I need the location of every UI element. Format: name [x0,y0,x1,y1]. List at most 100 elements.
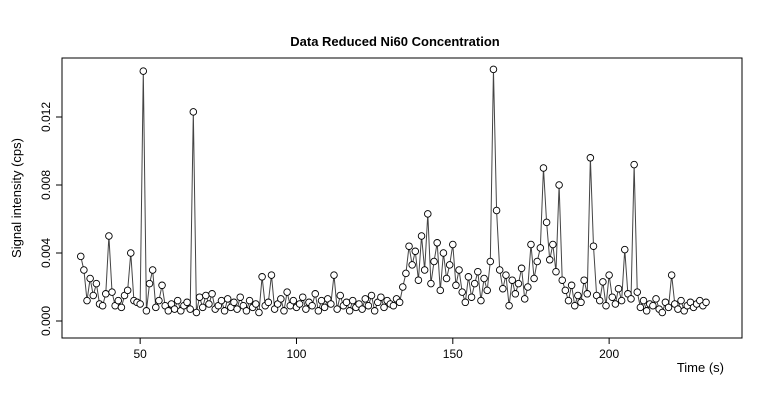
data-point [602,301,610,310]
data-point [217,296,226,305]
data-point [499,284,507,293]
data-point [205,300,213,308]
data-point [202,291,210,300]
data-point [520,295,529,303]
data-point [389,301,398,310]
data-point [98,301,107,310]
data-point [436,286,445,295]
data-point [420,266,429,274]
data-point [242,307,251,315]
data-point [311,290,319,298]
data-point [342,298,351,307]
data-point [595,296,604,305]
data-point [345,307,354,315]
x-tick-label: 200 [599,347,619,361]
data-point [320,303,329,312]
data-point [511,290,520,298]
data-point [502,271,510,279]
y-tick-label: 0.000 [39,306,53,336]
data-point [417,232,426,240]
data-point [552,267,560,276]
data-point [467,293,476,301]
data-point [136,300,144,308]
data-point [349,296,357,305]
data-point [158,281,166,290]
data-point [527,240,535,249]
data-point [702,298,710,307]
data-point [424,210,432,218]
data-point [142,307,151,315]
data-point [295,300,304,308]
y-axis-label: Signal intensity (cps) [9,138,24,258]
data-point [589,242,598,250]
y-tick-label: 0.012 [39,102,53,132]
data-point [164,307,173,315]
data-point [524,283,532,291]
data-point [564,296,573,305]
data-point [108,288,116,296]
data-point [399,283,407,291]
x-tick-label: 50 [133,347,147,361]
data-point [433,239,441,247]
data-point [361,295,370,303]
data-point [245,296,254,305]
data-point [411,247,420,256]
data-point [117,303,126,312]
data-point [492,206,501,215]
data-point [233,305,241,313]
data-point [452,281,460,290]
data-point [148,266,157,274]
data-point [458,288,466,296]
data-point [455,266,463,274]
data-point [186,305,194,313]
data-point [430,257,438,266]
data-point [264,298,273,307]
data-point [630,160,638,169]
data-point [536,244,545,252]
data-point [192,308,201,317]
data-point [555,181,563,189]
data-point [495,266,504,274]
data-point [189,108,198,116]
data-point [605,271,613,279]
data-point [508,276,516,284]
plot-frame [61,57,743,339]
data-point [542,218,551,227]
data-point [152,303,160,312]
data-point [170,305,179,313]
data-point [439,249,448,257]
data-point [599,278,607,286]
data-point [514,279,523,288]
data-point [427,279,435,288]
data-point [636,303,645,312]
data-point [267,271,276,279]
data-point [470,279,479,288]
data-point [486,257,495,266]
data-point [230,298,238,307]
data-point [86,274,94,283]
data-point [461,298,470,307]
data-point [474,267,482,276]
data-point [236,293,244,301]
data-point [583,290,591,298]
data-point [674,305,682,313]
data-point [505,301,513,310]
data-point [255,308,263,317]
data-point [302,305,310,313]
data-point [183,298,191,307]
data-point [667,271,676,279]
data-point [570,301,579,310]
data-point [577,298,585,307]
data-point [652,295,660,303]
x-tick-label: 150 [443,347,463,361]
data-point [333,305,341,313]
x-tick-label: 100 [286,347,306,361]
data-point [677,296,685,305]
data-point [445,261,454,269]
data-point [402,269,410,278]
data-point [405,242,413,250]
data-point [483,286,491,295]
data-point [283,288,291,296]
y-tick-label: 0.004 [39,238,53,268]
